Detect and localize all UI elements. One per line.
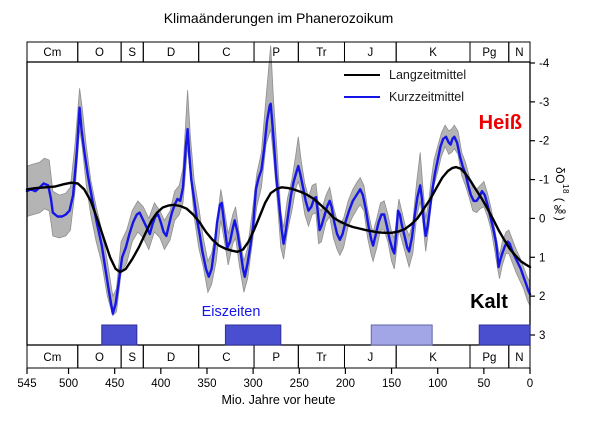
y-axis-label: δO18 (‰)	[553, 167, 570, 222]
svg-text:K: K	[429, 352, 437, 364]
svg-text:-4: -4	[539, 58, 550, 70]
legend: Langzeitmittel Kurzzeitmittel	[344, 64, 466, 108]
svg-text:S: S	[128, 352, 136, 364]
annotation-eiszeiten: Eiszeiten	[201, 304, 261, 320]
svg-text:-1: -1	[539, 175, 549, 187]
svg-text:50: 50	[477, 378, 490, 390]
svg-text:O: O	[95, 47, 104, 59]
svg-text:N: N	[515, 47, 523, 59]
svg-text:J: J	[367, 47, 373, 59]
svg-text:1: 1	[539, 252, 545, 264]
annotation-kalt: Kalt	[470, 291, 508, 313]
annotation-heiss: Heiß	[478, 112, 522, 134]
legend-label-langzeitmittel: Langzeitmittel	[389, 68, 467, 82]
svg-text:K: K	[429, 47, 437, 59]
svg-text:2: 2	[539, 291, 545, 303]
svg-text:N: N	[515, 352, 523, 364]
svg-text:350: 350	[197, 378, 216, 390]
legend-item-kurzzeitmittel: Kurzzeitmittel	[344, 86, 466, 108]
legend-item-langzeitmittel: Langzeitmittel	[344, 64, 466, 86]
svg-text:Tr: Tr	[316, 47, 327, 59]
svg-text:100: 100	[428, 378, 447, 390]
svg-text:250: 250	[290, 378, 309, 390]
ice-age-bar	[101, 324, 138, 346]
svg-text:P: P	[272, 47, 280, 59]
x-axis-label: Mio. Jahre vor heute	[221, 393, 336, 407]
period-bar-boxes	[26, 41, 531, 369]
svg-text:D: D	[167, 352, 175, 364]
svg-text:400: 400	[151, 378, 170, 390]
svg-text:P: P	[272, 352, 280, 364]
svg-text:-2: -2	[539, 136, 549, 148]
langzeitmittel-line-swatch	[344, 74, 380, 76]
svg-text:0: 0	[539, 213, 545, 225]
langzeitmittel-line	[25, 165, 532, 274]
kurzzeitmittel-line-swatch	[344, 96, 380, 98]
y-axis-ticks: -4 -3 -2 -1 0 1 2 3	[530, 58, 550, 342]
svg-text:-3: -3	[539, 97, 549, 109]
svg-text:Pg: Pg	[482, 47, 496, 59]
ice-age-bar	[478, 324, 531, 346]
legend-label-kurzzeitmittel: Kurzzeitmittel	[389, 90, 465, 104]
svg-text:450: 450	[105, 378, 124, 390]
chart-title: Klimaänderungen im Phanerozoikum	[163, 10, 394, 26]
ice-age-bar	[224, 324, 282, 346]
svg-text:545: 545	[17, 378, 36, 390]
x-axis-ticks: 545 500 450 400 350 300 250 200 150 100 50 0	[17, 368, 533, 390]
svg-text:200: 200	[336, 378, 355, 390]
svg-text:Cm: Cm	[43, 352, 61, 364]
svg-text:D: D	[167, 47, 175, 59]
svg-text:C: C	[222, 47, 230, 59]
kurzzeitmittel-line	[25, 102, 532, 315]
svg-text:500: 500	[59, 378, 78, 390]
period-labels: Cm Cm O O S S D D C C P P Tr Tr J J K K Pg Pg N N	[43, 47, 523, 364]
svg-text:150: 150	[382, 378, 401, 390]
svg-text:Cm: Cm	[43, 47, 61, 59]
svg-text:300: 300	[244, 378, 263, 390]
svg-text:0: 0	[527, 378, 533, 390]
ice-age-bar	[370, 324, 433, 346]
svg-text:J: J	[367, 352, 373, 364]
svg-text:3: 3	[539, 330, 545, 342]
svg-text:O: O	[95, 352, 104, 364]
svg-text:C: C	[222, 352, 230, 364]
svg-text:Tr: Tr	[316, 352, 327, 364]
ice-age-bars	[101, 324, 531, 346]
svg-text:S: S	[128, 47, 136, 59]
svg-text:Pg: Pg	[482, 352, 496, 364]
